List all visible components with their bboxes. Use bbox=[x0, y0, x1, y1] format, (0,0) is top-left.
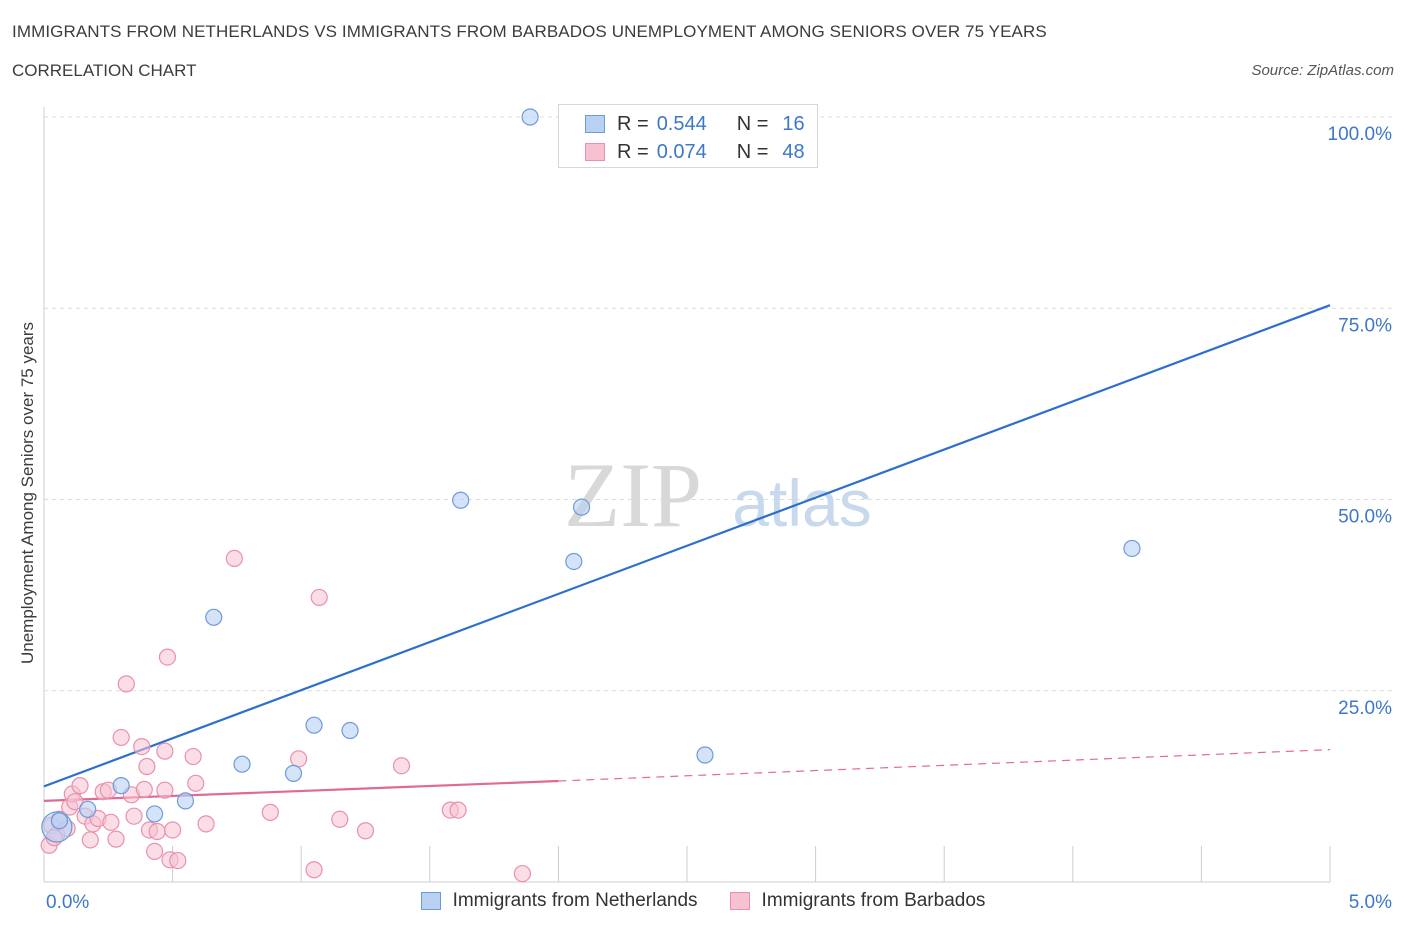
legend-r-value: 0.544 bbox=[656, 112, 707, 135]
bottom-legend-label: Immigrants from Netherlands bbox=[452, 890, 698, 911]
point-netherlands bbox=[79, 800, 97, 818]
y-tick-label: 50.0% bbox=[1338, 507, 1392, 528]
source-label: Source: ZipAtlas.com bbox=[1251, 62, 1394, 79]
point-netherlands bbox=[284, 764, 303, 782]
point-netherlands bbox=[1123, 539, 1141, 558]
point-barbados bbox=[148, 822, 166, 841]
point-barbados bbox=[66, 793, 84, 811]
point-barbados bbox=[117, 675, 135, 693]
trend-line-netherlands bbox=[43, 304, 1331, 788]
trend-line-barbados-extension bbox=[558, 749, 1331, 782]
point-barbados bbox=[135, 780, 153, 799]
point-barbados bbox=[290, 750, 308, 768]
legend-n-value: 48 bbox=[782, 140, 805, 163]
chart-title: IMMIGRANTS FROM NETHERLANDS VS IMMIGRANT… bbox=[12, 22, 1047, 41]
point-netherlands bbox=[233, 755, 251, 773]
watermark-zip: ZIP bbox=[564, 444, 702, 546]
point-barbados bbox=[392, 757, 411, 775]
point-barbados bbox=[138, 757, 156, 776]
y-tick-label: 100.0% bbox=[1328, 124, 1393, 145]
grid-lines bbox=[44, 116, 1392, 692]
point-netherlands bbox=[572, 498, 591, 516]
point-barbados bbox=[145, 842, 164, 861]
legend-swatch-pink bbox=[585, 143, 605, 161]
y-axis-label: Unemployment Among Seniors over 75 years bbox=[18, 321, 37, 665]
legend-r-label: R = bbox=[617, 112, 649, 135]
x-tick-label-max: 5.0% bbox=[1349, 892, 1392, 913]
legend-row-netherlands: R = 0.544 N = 16 bbox=[585, 112, 805, 136]
point-barbados bbox=[71, 777, 89, 795]
bottom-legend-label: Immigrants from Barbados bbox=[761, 890, 986, 911]
y-tick-label: 75.0% bbox=[1338, 315, 1392, 336]
point-netherlands bbox=[205, 608, 223, 626]
point-barbados bbox=[81, 831, 99, 849]
point-netherlands bbox=[145, 805, 164, 823]
legend-row-barbados: R = 0.074 N = 48 bbox=[585, 140, 805, 164]
x-tick-label-min: 0.0% bbox=[46, 892, 89, 913]
point-barbados bbox=[102, 813, 120, 831]
bottom-legend-swatch-pink bbox=[729, 892, 750, 910]
point-netherlands bbox=[696, 746, 714, 764]
point-netherlands bbox=[50, 812, 69, 830]
point-barbados bbox=[356, 822, 375, 840]
y-tick-label: 25.0% bbox=[1338, 698, 1392, 719]
point-barbados bbox=[197, 815, 215, 833]
point-netherlands bbox=[305, 716, 323, 734]
point-barbados bbox=[156, 781, 174, 799]
point-barbados bbox=[225, 549, 243, 568]
legend-r-label: R = bbox=[617, 140, 649, 163]
legend-r-value: 0.074 bbox=[656, 140, 707, 163]
legend-n-label: N = bbox=[736, 140, 769, 163]
chart-subtitle: CORRELATION CHART bbox=[12, 61, 197, 80]
point-barbados bbox=[169, 851, 187, 870]
point-barbados bbox=[513, 864, 531, 883]
axes bbox=[43, 107, 1331, 883]
point-barbados bbox=[107, 830, 125, 848]
point-barbados bbox=[187, 774, 205, 792]
point-barbados bbox=[112, 728, 130, 747]
bottom-legend-swatch-blue bbox=[420, 892, 441, 910]
bottom-legend-barbados: Immigrants from Barbados bbox=[729, 890, 986, 912]
point-netherlands bbox=[341, 721, 359, 740]
point-barbados bbox=[449, 801, 467, 819]
point-netherlands bbox=[565, 552, 583, 571]
point-barbados bbox=[164, 821, 182, 839]
legend-n-value: 16 bbox=[782, 112, 805, 135]
point-barbados bbox=[331, 810, 349, 828]
point-barbados bbox=[156, 742, 174, 760]
point-netherlands bbox=[176, 792, 195, 810]
point-netherlands bbox=[521, 108, 539, 126]
point-netherlands bbox=[452, 491, 470, 509]
point-barbados bbox=[261, 803, 279, 821]
point-barbados bbox=[125, 807, 143, 825]
point-barbados bbox=[158, 648, 177, 666]
tick-labels: 25.0% 50.0% 75.0% 100.0% 0.0% 5.0% bbox=[46, 124, 1392, 913]
legend-n-label: N = bbox=[736, 112, 769, 135]
point-barbados bbox=[305, 861, 323, 879]
point-barbados bbox=[310, 588, 328, 607]
legend: R = 0.544 N = 16 R = 0.074 N = 48 bbox=[558, 104, 818, 168]
bottom-legend-netherlands: Immigrants from Netherlands bbox=[420, 890, 698, 912]
point-barbados bbox=[184, 747, 202, 766]
legend-swatch-blue bbox=[585, 115, 605, 133]
data-points bbox=[40, 108, 1141, 883]
bottom-legend: Immigrants from Netherlands Immigrants f… bbox=[0, 890, 1406, 912]
point-barbados bbox=[133, 737, 151, 756]
point-netherlands bbox=[112, 777, 130, 795]
